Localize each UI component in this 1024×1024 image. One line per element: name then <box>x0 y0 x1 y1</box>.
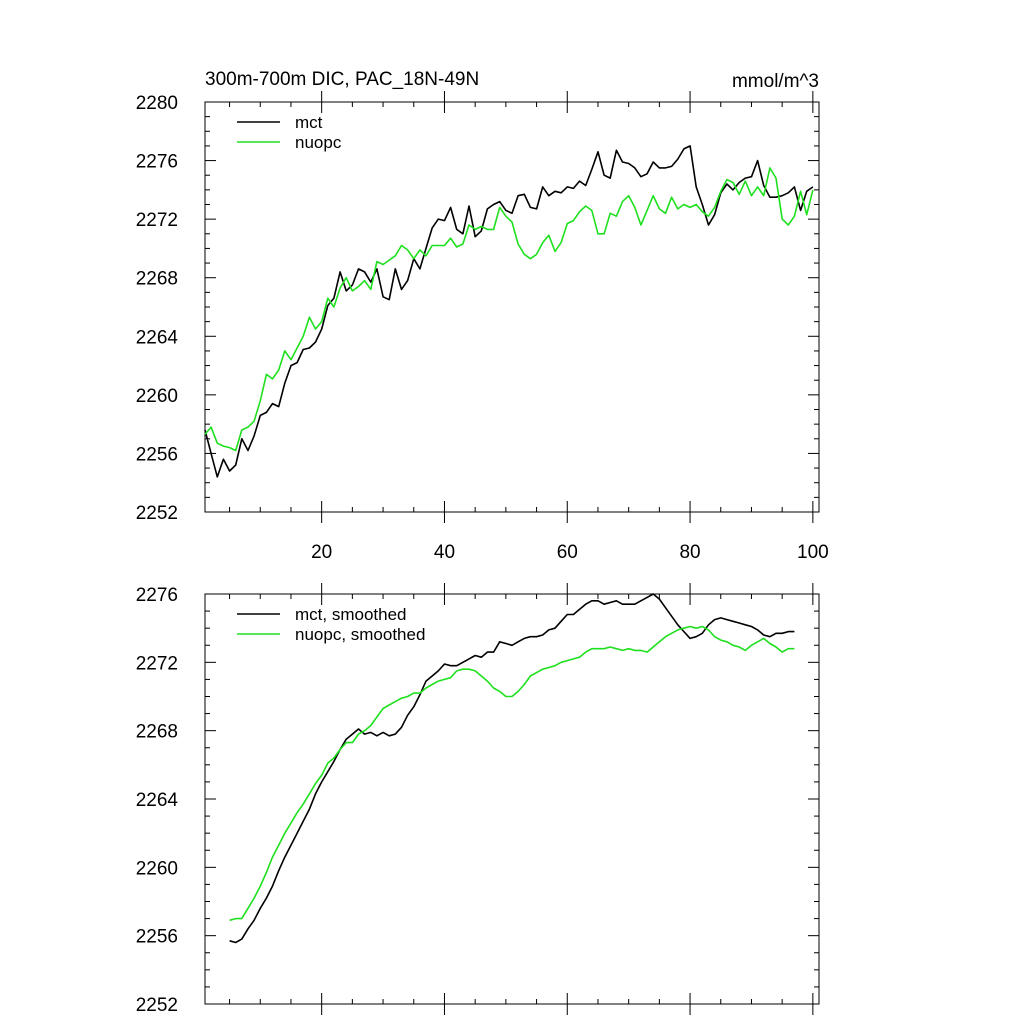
y-tick-label: 2260 <box>136 386 178 407</box>
y-tick-label: 2268 <box>136 722 178 743</box>
y-tick-label: 2280 <box>136 93 178 114</box>
y-tick-label: 2272 <box>136 653 178 674</box>
y-tick-label: 2264 <box>136 327 179 348</box>
x-tick-label: 20 <box>311 542 332 563</box>
y-tick-label: 2268 <box>136 269 178 290</box>
y-tick-label: 2264 <box>136 790 179 811</box>
series-line-nuopc <box>204 167 814 452</box>
chart-title: 300m-700m DIC, PAC_18N-49N <box>205 69 479 90</box>
legend-label: mct <box>295 113 323 132</box>
legend-label: mct, smoothed <box>295 605 407 624</box>
y-tick-label: 2256 <box>136 927 178 948</box>
y-tick-label: 2256 <box>136 444 178 465</box>
chart-panel-2: 2252 2256 2260 2264 2268 2272 2276 mct, smoothe… <box>136 583 820 1016</box>
x-tick-label: 60 <box>557 542 578 563</box>
units-label: mmol/m^3 <box>732 71 819 92</box>
x-tick-label: 40 <box>434 542 455 563</box>
legend-label: nuopc <box>295 133 342 152</box>
series-line-mct <box>204 145 814 478</box>
y-tick-label: 2272 <box>136 210 178 231</box>
x-tick-label: 80 <box>679 542 700 563</box>
y-tick-label: 2252 <box>136 503 178 524</box>
y-tick-label: 2252 <box>136 995 178 1016</box>
chart-panel-1: 300m-700m DIC, PAC_18N-49N mmol/m^3 2252 22… <box>136 69 829 563</box>
plot-frame <box>204 593 820 1005</box>
x-tick-label: 100 <box>797 542 829 563</box>
plot-frame <box>204 101 820 513</box>
y-tick-label: 2276 <box>136 585 178 606</box>
series-line-nuopc-smoothed <box>229 625 795 922</box>
series-line-mct-smoothed <box>229 593 795 944</box>
y-tick-label: 2276 <box>136 152 178 173</box>
y-tick-label: 2260 <box>136 858 178 879</box>
legend-label: nuopc, smoothed <box>295 625 425 644</box>
